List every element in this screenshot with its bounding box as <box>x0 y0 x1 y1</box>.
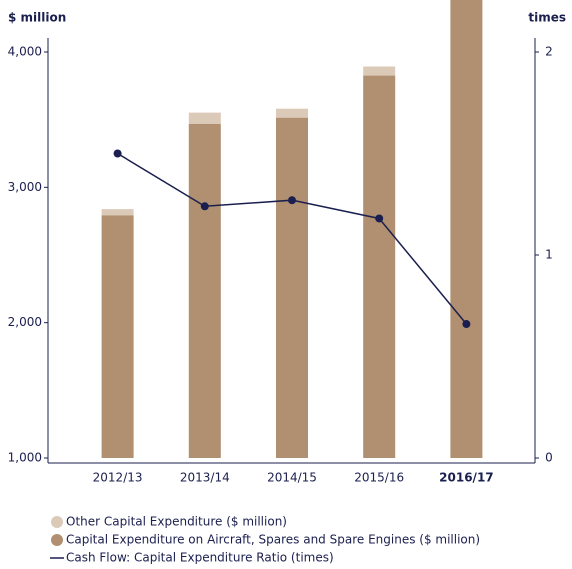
y2-tick-label: 2 <box>545 45 553 59</box>
x-tick-label: 2013/14 <box>180 471 230 485</box>
y-tick-label: 4,000 <box>8 45 42 59</box>
y2-tick-label: 1 <box>545 248 553 262</box>
x-tick-label: 2014/15 <box>267 471 317 485</box>
bar <box>188 123 221 458</box>
legend-swatch <box>51 534 63 546</box>
bar <box>101 209 134 216</box>
bar <box>450 0 483 458</box>
bar <box>363 66 396 76</box>
bar <box>188 112 221 124</box>
y-tick-label: 3,000 <box>8 180 42 194</box>
line-point <box>113 149 122 158</box>
legend-label: Cash Flow: Capital Expenditure Ratio (ti… <box>66 551 334 565</box>
x-tick-label: 2012/13 <box>93 471 143 485</box>
bar <box>101 215 134 458</box>
line-point <box>288 196 296 205</box>
bar <box>276 108 308 118</box>
line-point <box>462 320 471 329</box>
x-tick-label: 2015/16 <box>354 471 404 485</box>
y2-tick-label: 0 <box>545 451 553 465</box>
legend-label: Capital Expenditure on Aircraft, Spares … <box>66 533 480 547</box>
legend-swatch <box>51 516 63 528</box>
bar <box>363 75 396 458</box>
y-tick-label: 1,000 <box>8 451 42 465</box>
legend-label: Other Capital Expenditure ($ million) <box>66 515 287 529</box>
x-tick-label: 2016/17 <box>439 471 493 485</box>
line-point <box>200 202 209 211</box>
y-axis-label: $ million <box>8 11 66 25</box>
y-tick-label: 2,000 <box>8 315 42 329</box>
y2-axis-label: times <box>528 11 566 25</box>
bar <box>276 117 308 459</box>
line-point <box>375 214 384 223</box>
